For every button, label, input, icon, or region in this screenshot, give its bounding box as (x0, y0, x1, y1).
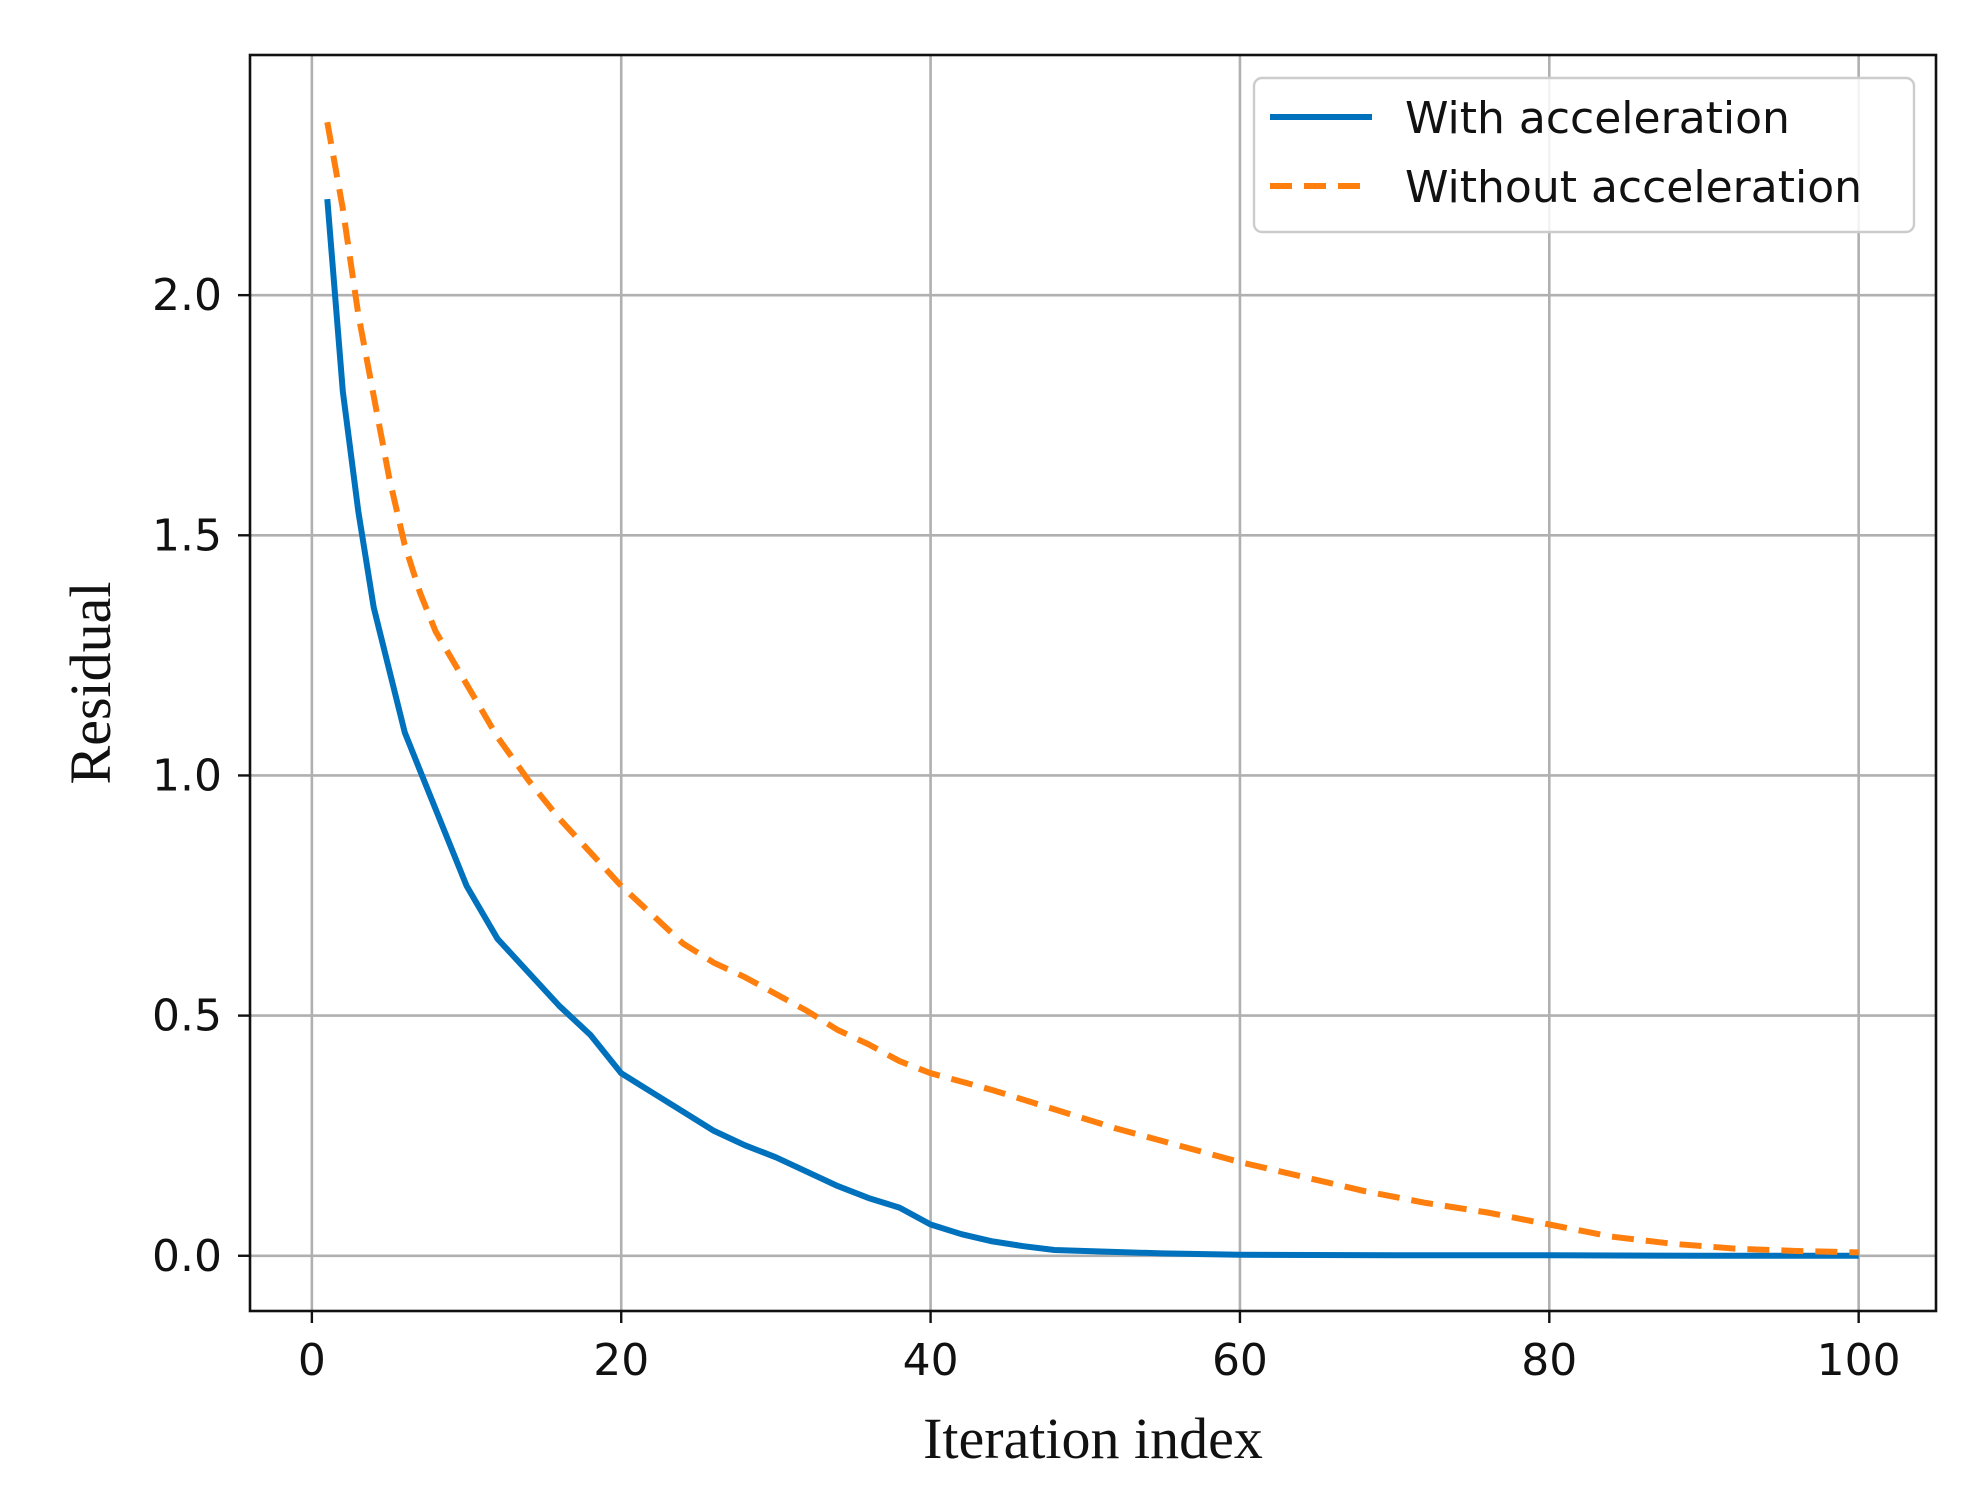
x-tick-label: 0 (298, 1335, 326, 1386)
x-axis-label: Iteration index (923, 1406, 1263, 1471)
x-tick-label: 100 (1817, 1335, 1901, 1386)
series-line-with-acceleration (324, 198, 1859, 1259)
y-tick-label: 0.5 (152, 991, 222, 1042)
y-tick-label: 1.0 (152, 750, 222, 801)
axis-ticks: 0 20 40 60 80 100 0.0 0.5 1.0 1.5 2.0 (152, 270, 1901, 1386)
x-tick-label: 60 (1212, 1335, 1268, 1386)
grid (250, 55, 1936, 1311)
plot-frame (248, 53, 1938, 1313)
legend-box (1252, 76, 1916, 234)
legend-label-with-acceleration: With acceleration (1405, 93, 1790, 144)
legend-label-without-acceleration: Without acceleration (1405, 162, 1862, 213)
series-line-without-acceleration (324, 121, 1859, 1256)
y-tick-label: 0.0 (152, 1231, 222, 1282)
y-axis-label: Residual (58, 582, 123, 785)
x-tick-label: 20 (593, 1335, 649, 1386)
y-tick-label: 2.0 (152, 270, 222, 321)
legend: With acceleration Without acceleration (1252, 76, 1916, 234)
y-tick-label: 1.5 (152, 510, 222, 561)
series-lines (324, 121, 1859, 1259)
x-tick-label: 80 (1521, 1335, 1577, 1386)
x-tick-label: 40 (903, 1335, 959, 1386)
